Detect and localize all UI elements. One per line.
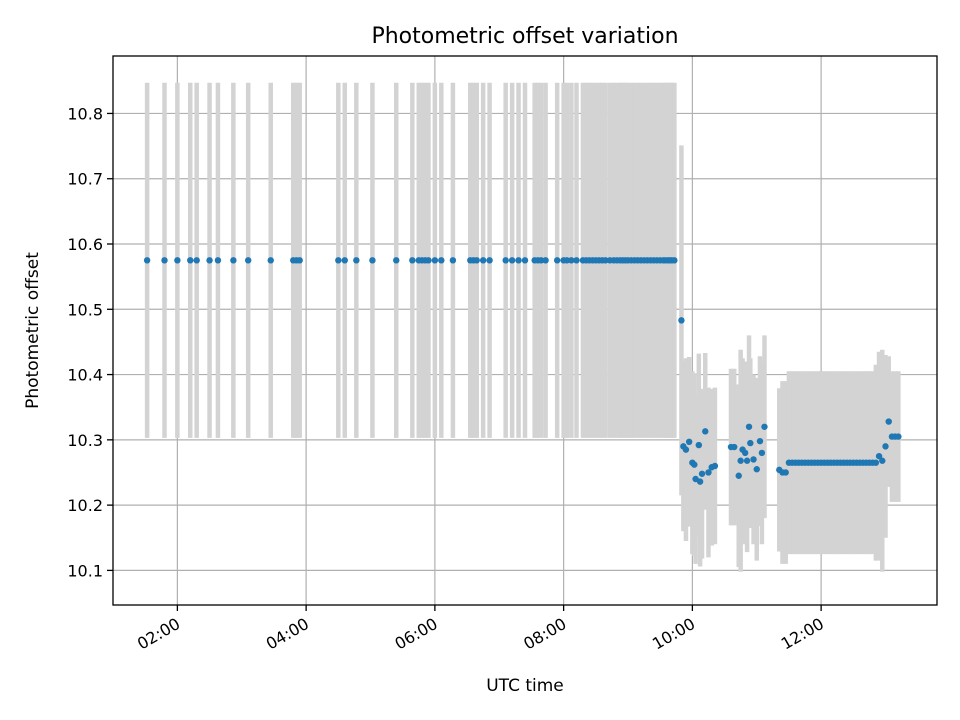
data-point (737, 457, 744, 464)
data-point (449, 257, 457, 264)
data-point (695, 441, 703, 449)
data-point (750, 456, 757, 463)
data-point (542, 257, 549, 264)
data-point (702, 428, 709, 435)
data-point (671, 257, 678, 264)
x-tick-label: 08:00 (520, 614, 569, 654)
data-point (267, 257, 274, 264)
data-point (782, 469, 789, 476)
error-bars (144, 82, 901, 572)
x-tick-label: 02:00 (134, 614, 183, 654)
data-point (553, 257, 561, 264)
data-point (335, 257, 342, 264)
data-point (705, 469, 712, 476)
data-point (161, 257, 168, 264)
data-point (479, 257, 487, 264)
x-tick-label: 12:00 (778, 614, 827, 654)
y-tick-label: 10.7 (67, 170, 103, 189)
data-point (602, 257, 609, 264)
data-point (486, 257, 493, 264)
data-point (393, 257, 400, 264)
x-axis-label: UTC time (486, 676, 564, 696)
data-point (508, 257, 516, 264)
data-point (747, 439, 754, 447)
data-point (502, 257, 509, 264)
chart-title: Photometric offset variation (371, 24, 678, 49)
data-point (473, 257, 480, 264)
data-point (214, 257, 222, 264)
data-point (206, 257, 213, 264)
y-axis-label: Photometric offset (23, 252, 43, 409)
y-tick-label: 10.2 (67, 496, 103, 515)
data-point (563, 257, 571, 264)
data-point (425, 257, 432, 264)
data-point (711, 462, 719, 470)
data-point (573, 257, 580, 264)
data-point (741, 449, 749, 457)
data-point (731, 443, 738, 451)
data-point (735, 472, 742, 479)
data-point (438, 257, 445, 264)
data-point (682, 446, 690, 453)
data-point (353, 257, 360, 264)
data-point (537, 257, 545, 264)
y-tick-label: 10.1 (67, 561, 103, 580)
data-points (143, 257, 902, 485)
data-point (431, 257, 439, 264)
data-point (296, 257, 303, 264)
data-point (521, 257, 529, 264)
data-point (885, 418, 892, 425)
data-point (174, 257, 181, 264)
data-point (696, 478, 704, 485)
data-point (698, 470, 706, 477)
data-point (879, 457, 886, 464)
data-point (745, 423, 753, 430)
data-point (895, 433, 902, 440)
data-point (568, 257, 575, 264)
x-tick-label: 04:00 (263, 614, 312, 654)
data-point (758, 449, 766, 457)
data-point (515, 257, 522, 264)
data-point (341, 257, 348, 264)
data-point (193, 257, 200, 264)
data-point (685, 438, 693, 446)
plot-frame (112, 55, 938, 606)
y-tick-label: 10.3 (67, 431, 103, 450)
y-tick-label: 10.5 (67, 300, 103, 319)
data-point (691, 461, 698, 468)
axis-ticks: 02:00 04:00 06:00 08:00 10:00 12:00 10.1 10.2 10… (67, 104, 827, 653)
data-point (244, 257, 252, 264)
data-point (369, 257, 376, 264)
y-tick-label: 10.6 (67, 235, 103, 254)
y-tick-label: 10.8 (67, 104, 103, 123)
data-point (872, 459, 880, 466)
data-point (753, 466, 760, 473)
data-point (882, 443, 889, 450)
data-point (187, 257, 194, 264)
data-point (678, 317, 685, 324)
data-point (143, 257, 151, 264)
y-tick-label: 10.4 (67, 366, 103, 385)
data-point (761, 423, 768, 430)
x-tick-label: 06:00 (391, 614, 440, 654)
data-point (875, 452, 883, 460)
x-tick-label: 10:00 (649, 614, 698, 654)
data-point (230, 257, 237, 264)
data-point (756, 437, 764, 445)
data-point (409, 257, 416, 264)
data-point (743, 457, 751, 464)
